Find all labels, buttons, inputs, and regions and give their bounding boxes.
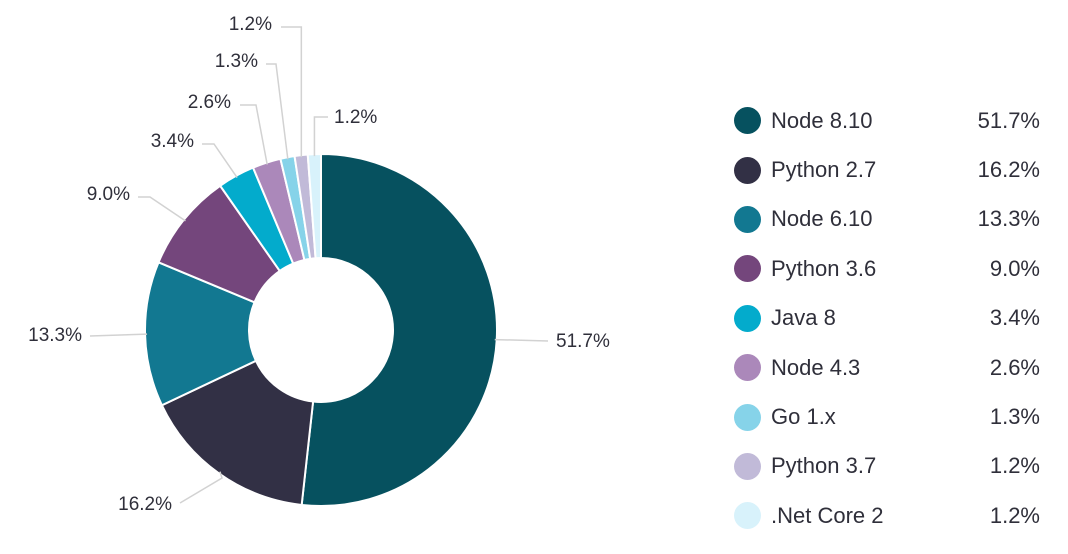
slice-labels: 51.7% 16.2% 13.3% 9.0% 3.4% 2.6% 1.3% 1.2% 1.2% [28, 14, 610, 515]
legend-label: Node 6.10 [771, 206, 873, 232]
legend-label: .Net Core 2 [771, 502, 884, 528]
legend-value: 16.2% [977, 157, 1040, 183]
legend-item-net-core-2: .Net Core 2 1.2% [734, 491, 1040, 540]
legend-value: 3.4% [989, 305, 1040, 331]
slice-label-java-8: 3.4% [151, 131, 194, 152]
legend-item-node-6-10: Node 6.10 13.3% [734, 195, 1040, 244]
slice-label-node-4-3: 2.6% [188, 92, 231, 113]
legend-swatch [734, 452, 761, 480]
leader-line-node-8-10 [494, 338, 549, 342]
legend-value: 1.3% [989, 404, 1040, 430]
legend-item-node-4-3: Node 4.3 2.6% [734, 343, 1040, 392]
legend-value: 13.3% [977, 206, 1040, 232]
slice-label-python-3-6: 9.0% [87, 184, 130, 205]
legend-swatch [734, 403, 761, 431]
leader-line-python-3-6 [138, 196, 186, 222]
legend-label: Python 3.7 [771, 453, 877, 479]
legend-label: Java 8 [771, 305, 836, 331]
legend-label: Python 2.7 [771, 157, 877, 183]
leader-line-go-1-x [266, 63, 289, 160]
legend-item-go-1-x: Go 1.x 1.3% [734, 392, 1040, 441]
legend-value: 1.2% [989, 453, 1040, 479]
slice-label-net-core-2: 1.2% [334, 107, 377, 128]
legend-swatch [734, 205, 761, 233]
leader-line-node-6-10 [89, 333, 148, 337]
legend-swatch [734, 354, 761, 382]
slice-label-python-2-7: 16.2% [118, 494, 172, 515]
slice-net-core-2 [306, 152, 322, 260]
donut-chart: 51.7% 16.2% 13.3% 9.0% 3.4% 2.6% 1.3% 1.2% 1.2% [28, 14, 610, 515]
legend-swatch [734, 304, 761, 332]
leader-lines [89, 26, 549, 504]
slice-node-6-10 [144, 261, 258, 407]
slice-label-go-1-x: 1.3% [215, 51, 258, 72]
leader-line-python-2-7 [179, 471, 223, 504]
legend-item-java-8: Java 8 3.4% [734, 294, 1040, 343]
legend-swatch [734, 255, 761, 283]
slice-python-2-7 [160, 359, 315, 507]
slice-node-8-10 [300, 152, 498, 507]
legend-swatch [734, 156, 761, 184]
legend-value: 2.6% [989, 354, 1040, 380]
leader-line-net-core-2 [313, 116, 328, 157]
legend-label: Node 8.10 [771, 107, 873, 133]
legend-value: 51.7% [977, 107, 1040, 133]
legend-swatch [734, 502, 761, 530]
donut-slices [144, 152, 498, 507]
leader-line-python-3-7 [281, 26, 303, 158]
leader-line-node-4-3 [240, 104, 268, 165]
legend-label: Go 1.x [771, 404, 836, 430]
legend-label: Node 4.3 [771, 354, 861, 380]
legend-item-python-2-7: Python 2.7 16.2% [734, 145, 1040, 194]
legend-item-node-8-10: Node 8.10 51.7% [734, 96, 1040, 145]
legend-item-python-3-7: Python 3.7 1.2% [734, 442, 1040, 491]
slice-label-node-8-10: 51.7% [556, 331, 610, 352]
slice-label-node-6-10: 13.3% [28, 325, 82, 346]
legend-label: Python 3.6 [771, 255, 877, 281]
legend: Node 8.10 51.7% Python 2.7 16.2% Node 6.10 13… [734, 96, 1040, 541]
legend-item-python-3-6: Python 3.6 9.0% [734, 244, 1040, 293]
leader-line-java-8 [202, 143, 238, 178]
legend-swatch [734, 107, 761, 135]
legend-value: 1.2% [989, 502, 1040, 528]
legend-value: 9.0% [989, 255, 1040, 281]
slice-label-python-3-7: 1.2% [229, 14, 272, 35]
